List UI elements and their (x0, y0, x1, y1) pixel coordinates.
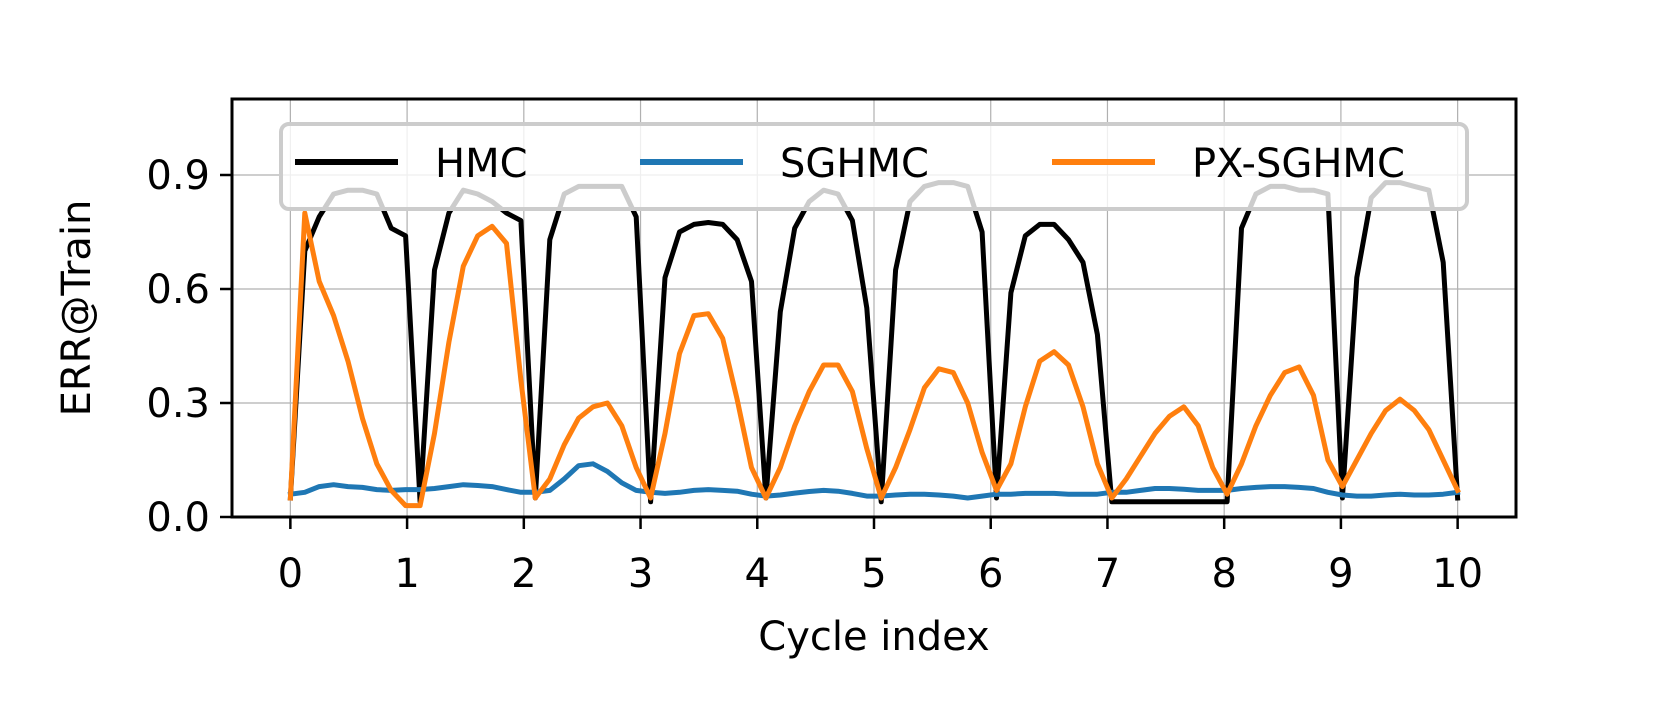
x-tick-label: 8 (1211, 551, 1236, 597)
y-axis-label: ERR@Train (54, 200, 100, 417)
x-tick-label: 10 (1432, 551, 1483, 597)
x-tick-label: 1 (394, 551, 419, 597)
x-tick-label: 0 (278, 551, 303, 597)
y-tick-label: 0.6 (146, 267, 210, 313)
x-tick-label: 4 (745, 551, 770, 597)
legend-label-sghmc: SGHMC (780, 141, 929, 187)
y-tick-label: 0.0 (146, 495, 210, 541)
x-axis-label: Cycle index (758, 614, 989, 660)
legend-box (279, 122, 1469, 211)
series-line-sghmc (287, 461, 1461, 501)
x-tick-label: 3 (628, 551, 653, 597)
y-tick-label: 0.3 (146, 381, 210, 427)
x-tick-label: 7 (1095, 551, 1120, 597)
x-tick-label: 5 (861, 551, 886, 597)
ticks: 0 1 2 3 4 5 6 7 8 9 10 0.0 0.3 0.6 0.9 (146, 153, 1483, 597)
legend-label-hmc: HMC (435, 141, 528, 187)
x-tick-label: 6 (978, 551, 1003, 597)
y-tick-label: 0.9 (146, 153, 210, 199)
legend-label-px-sghmc: PX-SGHMC (1192, 141, 1405, 187)
x-tick-label: 2 (511, 551, 536, 597)
series-line-px-sghmc (287, 210, 1461, 509)
x-tick-label: 9 (1328, 551, 1353, 597)
legend: HMC SGHMC PX-SGHMC (279, 122, 1469, 211)
